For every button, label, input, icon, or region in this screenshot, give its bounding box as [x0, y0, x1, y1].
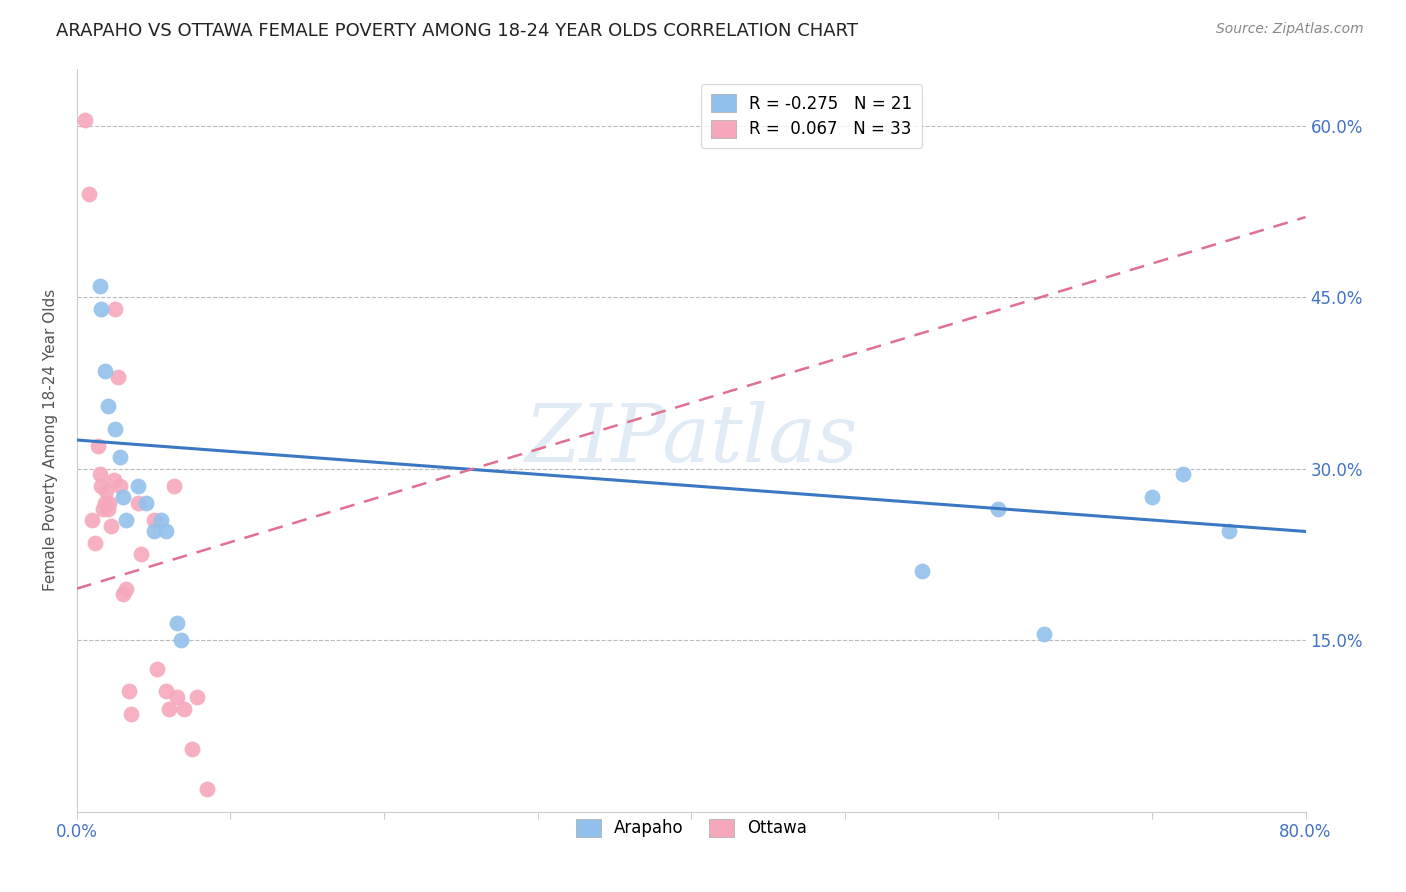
Point: [173, 701, 195, 715]
Point: [84, 536, 107, 550]
Point: [166, 690, 188, 705]
Point: [118, 684, 141, 698]
Point: [111, 587, 134, 601]
Point: [127, 479, 149, 493]
Point: [87, 439, 110, 453]
Point: [1171, 467, 1194, 482]
Point: [120, 707, 142, 722]
Point: [181, 741, 204, 756]
Point: [135, 496, 157, 510]
Point: [73, 112, 96, 127]
Text: ARAPAHO VS OTTAWA FEMALE POVERTY AMONG 18-24 YEAR OLDS CORRELATION CHART: ARAPAHO VS OTTAWA FEMALE POVERTY AMONG 1…: [56, 22, 858, 40]
Point: [94, 484, 117, 499]
Point: [1033, 627, 1056, 641]
Point: [97, 501, 120, 516]
Point: [987, 501, 1010, 516]
Point: [111, 490, 134, 504]
Point: [1140, 490, 1163, 504]
Point: [186, 690, 208, 705]
Point: [162, 479, 184, 493]
Point: [90, 479, 112, 493]
Point: [127, 496, 149, 510]
Point: [91, 501, 114, 516]
Point: [115, 513, 138, 527]
Point: [100, 518, 122, 533]
Point: [97, 399, 120, 413]
Point: [107, 370, 129, 384]
Point: [108, 479, 131, 493]
Point: [77, 187, 100, 202]
Legend: Arapaho, Ottawa: Arapaho, Ottawa: [569, 812, 814, 844]
Point: [145, 662, 167, 676]
Text: ZIPatlas: ZIPatlas: [524, 401, 858, 479]
Point: [170, 633, 193, 648]
Point: [197, 781, 219, 796]
Point: [98, 496, 121, 510]
Point: [115, 582, 138, 596]
Point: [104, 301, 127, 316]
Point: [104, 421, 127, 435]
Point: [166, 615, 188, 630]
Point: [155, 524, 177, 539]
Point: [108, 450, 131, 465]
Point: [82, 513, 104, 527]
Point: [131, 547, 153, 561]
Point: [90, 301, 112, 316]
Point: [89, 467, 111, 482]
Point: [910, 565, 932, 579]
Point: [142, 524, 165, 539]
Y-axis label: Female Poverty Among 18-24 Year Olds: Female Poverty Among 18-24 Year Olds: [44, 289, 58, 591]
Point: [93, 496, 115, 510]
Point: [93, 364, 115, 378]
Point: [103, 473, 125, 487]
Point: [1218, 524, 1240, 539]
Point: [150, 513, 173, 527]
Point: [157, 701, 180, 715]
Point: [155, 684, 177, 698]
Point: [142, 513, 165, 527]
Text: Source: ZipAtlas.com: Source: ZipAtlas.com: [1216, 22, 1364, 37]
Point: [89, 278, 111, 293]
